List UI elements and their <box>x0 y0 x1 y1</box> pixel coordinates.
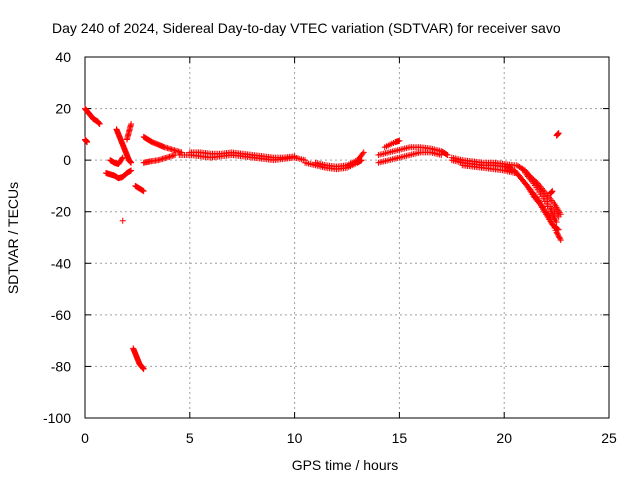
y-tick-label: -80 <box>51 358 71 374</box>
series-late-spike <box>547 188 556 197</box>
data-point <box>523 181 530 188</box>
data-point <box>519 166 526 173</box>
data-point <box>553 219 560 226</box>
x-tick-label: 20 <box>496 430 512 446</box>
x-tick-label: 10 <box>287 430 303 446</box>
x-tick-label: 25 <box>601 430 617 446</box>
data-point <box>291 153 298 160</box>
grid-lines <box>85 57 609 418</box>
data-point <box>554 225 561 232</box>
y-tick-label: -100 <box>43 410 71 426</box>
data-point <box>557 211 564 218</box>
data-point <box>140 366 147 373</box>
data-point <box>557 237 564 244</box>
y-axis-label: SDTVAR / TECUs <box>5 182 21 294</box>
data-point <box>555 226 562 233</box>
series-flat-upper <box>186 149 298 161</box>
data-point <box>128 167 135 174</box>
axis-ticks: 0 5 10 15 20 25 -100 -80 -60 -40 -20 0 20 40 <box>43 49 617 446</box>
series-late-flat-upper <box>448 154 518 169</box>
series-shallow-dip-upper <box>312 149 367 170</box>
data-point <box>544 203 551 210</box>
data-point <box>438 151 445 158</box>
data-point <box>119 154 126 161</box>
series-early-low <box>82 136 91 146</box>
data-point <box>545 206 552 213</box>
data-point <box>538 193 545 200</box>
data-point <box>517 164 524 171</box>
data-point <box>443 151 450 158</box>
data-point <box>540 195 547 202</box>
series-hump-upper <box>381 137 403 151</box>
data-point <box>444 151 451 158</box>
series-late-flat-lower <box>459 162 518 177</box>
series-end-high <box>553 130 562 139</box>
series-post-dip <box>132 182 147 195</box>
series-low-arc <box>102 167 135 182</box>
data-point <box>128 121 135 128</box>
series-transition <box>140 133 185 156</box>
data-points <box>82 105 564 373</box>
series-hump-lower <box>375 149 445 166</box>
y-tick-label: 20 <box>55 101 71 117</box>
y-tick-label: -60 <box>51 307 71 323</box>
series-mid-arc <box>113 126 135 166</box>
data-point <box>520 167 527 174</box>
series-outlier <box>119 217 126 224</box>
data-point <box>556 234 563 241</box>
data-point <box>543 200 550 207</box>
data-point <box>96 121 103 128</box>
series-early-decline <box>82 105 103 128</box>
data-point <box>541 198 548 205</box>
data-point <box>507 164 514 171</box>
x-tick-label: 5 <box>186 430 194 446</box>
series-small-dip <box>107 154 126 168</box>
data-point <box>555 130 562 137</box>
y-tick-label: -20 <box>51 204 71 220</box>
data-point <box>128 159 135 166</box>
data-point <box>360 149 367 156</box>
y-tick-label: 40 <box>55 49 71 65</box>
data-point <box>396 137 403 144</box>
data-point <box>557 235 564 242</box>
y-tick-label: 0 <box>63 152 71 168</box>
series-spike <box>123 121 135 143</box>
data-point <box>140 188 147 195</box>
data-point <box>359 150 366 157</box>
y-tick-label: -40 <box>51 255 71 271</box>
data-point <box>535 199 542 206</box>
plot-frame <box>84 56 610 419</box>
data-point <box>119 217 126 224</box>
series-transition-low <box>140 151 179 166</box>
data-point <box>508 166 515 173</box>
data-point <box>554 231 561 238</box>
series-fall-5 <box>522 170 560 226</box>
x-tick-label: 0 <box>81 430 89 446</box>
x-tick-label: 15 <box>392 430 408 446</box>
chart-title: Day 240 of 2024, Sidereal Day-to-day VTE… <box>52 20 561 36</box>
data-point <box>84 139 91 146</box>
data-point <box>119 155 126 162</box>
x-axis-label: GPS time / hours <box>292 457 399 473</box>
series-fall-2 <box>511 167 562 233</box>
data-point <box>555 233 562 240</box>
data-point <box>549 188 556 195</box>
series-deep-drop <box>130 345 147 373</box>
